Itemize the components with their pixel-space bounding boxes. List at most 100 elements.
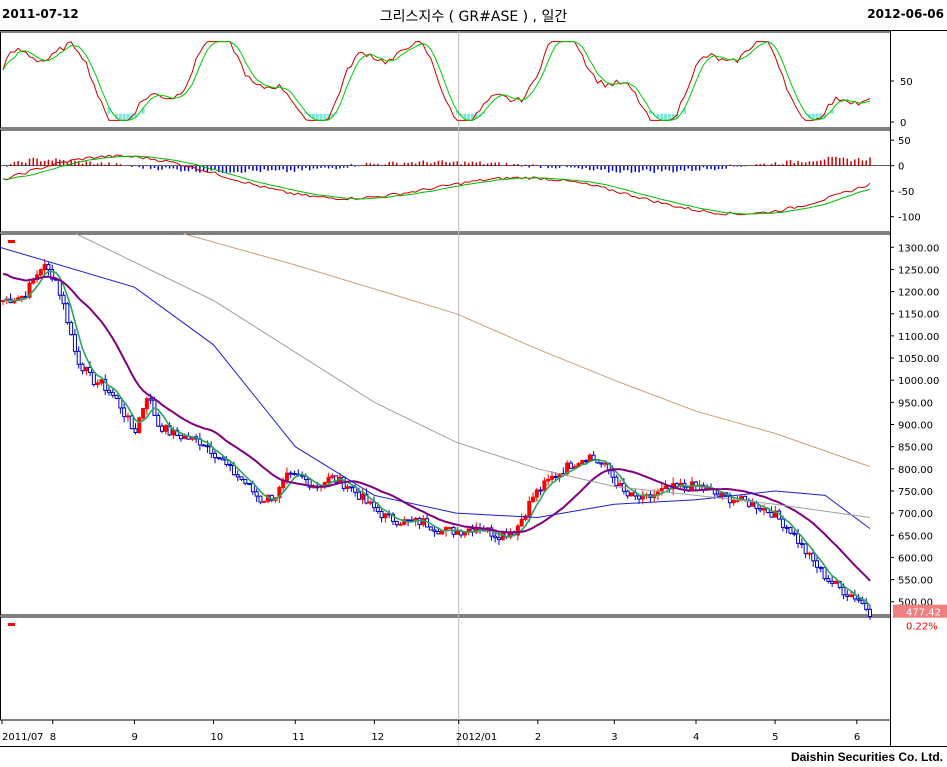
candle-body xyxy=(160,425,165,432)
candle-body xyxy=(50,269,55,280)
price-tick-label: 600.00 xyxy=(898,553,933,564)
candle-body xyxy=(792,532,797,535)
candle-body xyxy=(213,452,218,459)
price-tick-label: 1050.00 xyxy=(898,354,939,365)
change-pct-label: 0.22% xyxy=(906,622,938,633)
candle-body xyxy=(379,511,384,519)
candle-body xyxy=(830,580,835,584)
candle-body xyxy=(239,476,244,480)
candle-body xyxy=(868,608,872,618)
x-tick-label: 11 xyxy=(292,732,305,743)
candle-body xyxy=(849,594,854,598)
candle-body xyxy=(860,599,865,604)
macd-line xyxy=(2,154,871,216)
candle-body xyxy=(1,300,5,303)
x-tick-label: 2011/07 xyxy=(2,732,44,743)
candle-body xyxy=(436,530,441,535)
candle-body xyxy=(716,493,721,497)
start-date: 2011-07-12 xyxy=(2,7,79,21)
candle-body xyxy=(841,586,846,596)
candle-body xyxy=(568,462,573,469)
candle-body xyxy=(99,379,104,384)
candle-body xyxy=(334,475,339,483)
candle-body xyxy=(141,408,146,419)
candle-body xyxy=(216,457,221,460)
candle-body xyxy=(69,322,74,336)
candle-body xyxy=(515,525,520,536)
candle-body xyxy=(349,486,354,489)
candle-body xyxy=(493,535,498,539)
candle-body xyxy=(38,269,43,276)
candle-body xyxy=(235,474,240,478)
volume-panel-frame xyxy=(0,616,891,721)
candle-body xyxy=(807,552,812,555)
candles-group xyxy=(1,259,872,620)
candle-body xyxy=(788,527,793,534)
candle-body xyxy=(110,391,115,396)
candle-body xyxy=(549,475,554,480)
stoch-k-line xyxy=(2,41,871,121)
candle-body xyxy=(375,507,380,513)
candle-body xyxy=(91,371,96,386)
candle-body xyxy=(531,496,536,502)
price-panel-frame xyxy=(0,233,891,616)
ma-short-line xyxy=(2,270,871,607)
x-tick-label: 2 xyxy=(535,732,541,743)
candle-body xyxy=(618,482,623,487)
candle-body xyxy=(799,542,804,545)
candle-body xyxy=(432,529,437,532)
macd-tick-label: -50 xyxy=(898,187,914,198)
candle-body xyxy=(735,499,740,502)
candle-body xyxy=(814,560,819,568)
candle-body xyxy=(659,487,664,492)
ma-long1-line xyxy=(0,246,871,530)
candle-body xyxy=(584,460,589,463)
price-tick-label: 1200.00 xyxy=(898,288,939,299)
candle-body xyxy=(390,513,395,522)
candle-body xyxy=(731,500,736,504)
macd-signal-line xyxy=(2,155,871,215)
candle-body xyxy=(326,476,331,483)
price-tick-label: 750.00 xyxy=(898,487,933,498)
price-tick-label: 700.00 xyxy=(898,509,933,520)
price-tick-label: 1300.00 xyxy=(898,243,939,254)
candle-body xyxy=(114,394,119,399)
candle-body xyxy=(761,508,766,511)
price-tick-label: 800.00 xyxy=(898,465,933,476)
candle-body xyxy=(546,478,551,482)
candle-body xyxy=(243,478,248,484)
candle-body xyxy=(144,398,149,410)
candle-body xyxy=(580,460,585,465)
stoch-tick-label: 50 xyxy=(900,77,913,88)
stoch-tick-label: 0 xyxy=(900,118,906,129)
candle-body xyxy=(292,473,297,476)
candle-body xyxy=(95,382,100,386)
candle-body xyxy=(803,543,808,555)
candle-body xyxy=(80,363,85,372)
candle-body xyxy=(163,425,168,432)
candle-body xyxy=(553,475,558,478)
candle-body xyxy=(258,495,263,503)
candle-body xyxy=(72,334,77,352)
price-tick-label: 650.00 xyxy=(898,531,933,542)
candle-body xyxy=(224,459,229,465)
x-tick-label: 8 xyxy=(50,732,56,743)
price-tick-label: 500.00 xyxy=(898,598,933,609)
candle-body xyxy=(398,523,403,526)
candle-body xyxy=(277,486,282,499)
candle-body xyxy=(845,594,850,598)
candle-body xyxy=(84,366,89,372)
company-name: Daishin Securities Co. Ltd. xyxy=(790,750,943,764)
candle-body xyxy=(307,478,312,488)
candle-body xyxy=(231,464,236,476)
candle-body xyxy=(137,417,142,433)
x-tick-label: 2012/01 xyxy=(456,732,498,743)
x-tick-label: 4 xyxy=(693,732,699,743)
candle-body xyxy=(773,510,778,518)
candle-body xyxy=(254,491,259,497)
macd-tick-label: 50 xyxy=(898,136,911,147)
price-tick-label: 1150.00 xyxy=(898,310,939,321)
candle-body xyxy=(228,463,233,466)
